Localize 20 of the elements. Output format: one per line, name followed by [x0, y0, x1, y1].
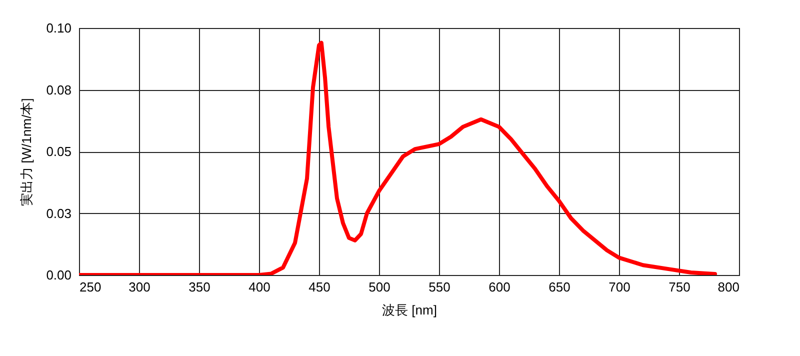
x-tick-label: 600: [488, 280, 510, 294]
x-tick-label: 500: [368, 280, 390, 294]
x-tick-label: 800: [718, 280, 740, 294]
y-tick-label: 0.10: [46, 20, 72, 36]
x-tick-label: 250: [80, 280, 102, 294]
y-tick-label: 0.03: [46, 206, 72, 221]
x-tick-label: 450: [308, 280, 330, 294]
x-axis-title: 波長 [nm]: [382, 302, 437, 318]
y-tick-label: 0.00: [46, 268, 72, 282]
x-tick-label: 700: [608, 280, 630, 294]
y-axis-title: 実出力 [W/1nm/本]: [19, 98, 34, 206]
line-series: [79, 40, 717, 275]
x-tick-label: 650: [548, 280, 570, 294]
x-tick-label: 400: [248, 280, 270, 294]
x-tick-label: 350: [188, 280, 210, 294]
x-tick-label: 550: [428, 280, 450, 294]
x-tick-label: 750: [668, 280, 690, 294]
x-tick-label: 300: [128, 280, 150, 294]
y-tick-label: 0.08: [46, 82, 72, 98]
y-tick-label: 0.05: [46, 144, 72, 159]
